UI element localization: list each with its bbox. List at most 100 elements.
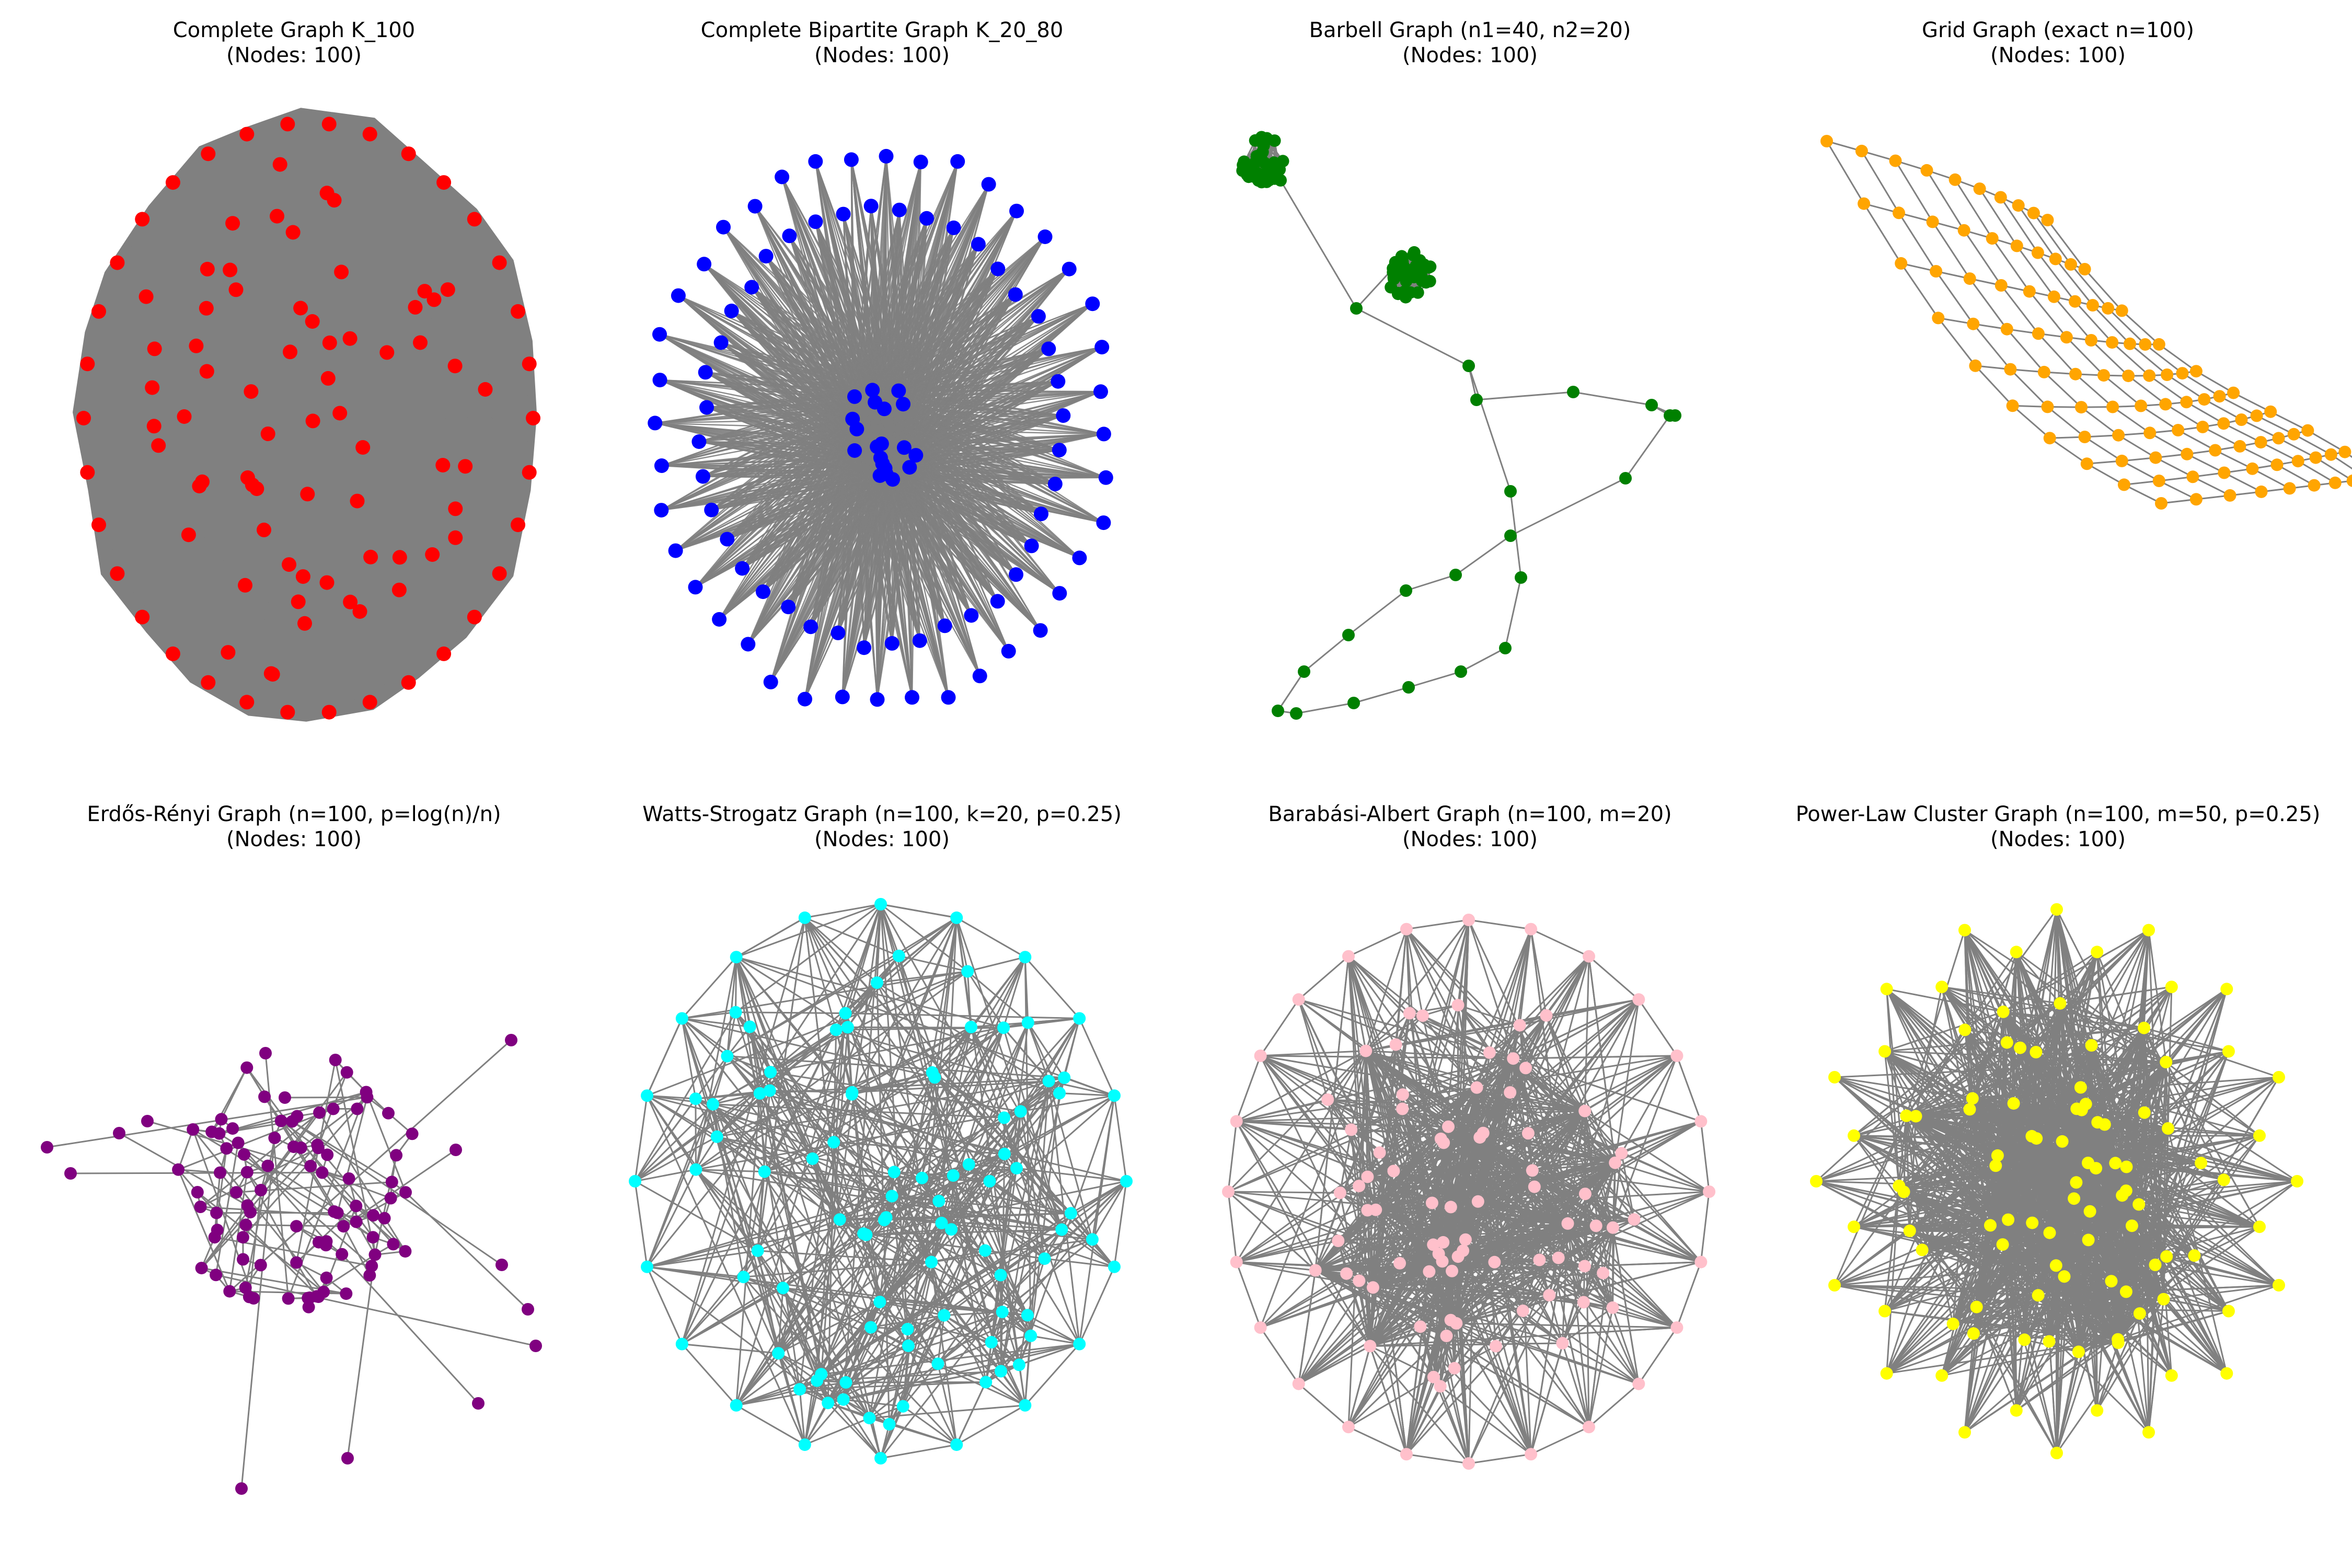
node [302, 1300, 315, 1313]
edge [1236, 1121, 1317, 1271]
node [808, 214, 823, 229]
edge [1048, 1018, 1080, 1082]
edge [1615, 1162, 1710, 1193]
edge [2055, 258, 2094, 306]
node [1051, 374, 1066, 389]
edge [841, 446, 878, 697]
node [730, 1399, 743, 1412]
edge [2204, 398, 2242, 421]
node [2209, 444, 2222, 457]
node [350, 1215, 363, 1228]
node [360, 1086, 373, 1099]
node [2181, 447, 2194, 460]
node [492, 255, 507, 270]
node [1052, 586, 1067, 601]
node [472, 1397, 485, 1410]
node [2078, 263, 2091, 275]
node [1041, 341, 1056, 356]
node [931, 1357, 944, 1370]
edge [843, 1077, 936, 1400]
edge [2118, 434, 2157, 458]
node [426, 292, 442, 307]
edge [1236, 1050, 1366, 1122]
node [274, 1114, 287, 1127]
node [841, 1021, 854, 1034]
node [1086, 1233, 1099, 1246]
edge [681, 1343, 737, 1406]
edge [1078, 1095, 1115, 1344]
edge [735, 956, 1029, 1316]
edge [2033, 212, 2072, 265]
edge [902, 403, 1017, 575]
edge [2086, 463, 2125, 486]
edge [229, 1039, 512, 1292]
edge [681, 1018, 840, 1220]
node [1969, 359, 1982, 372]
edge [1504, 577, 1522, 649]
edge [705, 372, 857, 430]
node [316, 1166, 329, 1179]
edge [240, 1137, 275, 1489]
edge [706, 396, 855, 408]
edge [1356, 307, 1469, 367]
edge [909, 467, 972, 616]
edge [1402, 1094, 1430, 1272]
edge [1078, 1266, 1115, 1345]
edge [937, 1274, 1001, 1365]
graph-drawing-watts-strogatz [629, 898, 1133, 1465]
node [320, 1235, 333, 1248]
node [305, 413, 320, 429]
node [350, 493, 365, 509]
edge [1279, 180, 1357, 309]
edge [854, 244, 979, 397]
panel-watts-strogatz-graph: Watts-Strogatz Graph (n=100, k=20, p=0.2… [588, 784, 1176, 1568]
edge [1460, 647, 1506, 673]
edge [812, 1158, 939, 1364]
edge [854, 396, 998, 602]
node [279, 1091, 291, 1104]
node [135, 609, 150, 625]
node [1413, 254, 1426, 267]
edge [1347, 1051, 1367, 1427]
node [1957, 224, 1970, 237]
edge [804, 429, 858, 699]
edge [2256, 415, 2295, 435]
edge [854, 396, 1106, 478]
panel-title: Barabási-Albert Graph (n=100, m=20) [1268, 802, 1672, 826]
edge [1938, 317, 1976, 366]
edge [1236, 1050, 1367, 1263]
node [1052, 443, 1067, 458]
node [223, 262, 238, 278]
edge [704, 263, 904, 405]
edge [854, 396, 893, 644]
node [641, 1260, 653, 1273]
edge [1002, 1027, 1063, 1230]
node [282, 557, 296, 572]
edge [335, 1059, 376, 1255]
edge [2177, 429, 2216, 451]
node [845, 1088, 858, 1101]
node [1255, 131, 1268, 144]
edge [443, 182, 518, 312]
edge [1531, 1170, 1678, 1329]
node [1009, 567, 1023, 582]
edge [759, 1029, 837, 1094]
node [237, 1253, 249, 1266]
node [707, 1098, 719, 1111]
node [964, 608, 979, 623]
edge [909, 466, 1104, 524]
edge [1355, 268, 1394, 309]
node [334, 264, 349, 280]
edge [695, 1136, 718, 1170]
edge [2066, 337, 2105, 376]
edge [770, 446, 878, 683]
edge [1531, 1055, 1678, 1171]
edge [854, 294, 1016, 397]
node [270, 209, 284, 224]
edge [854, 396, 865, 648]
node [239, 1218, 252, 1231]
edge [661, 446, 878, 467]
node [201, 146, 216, 162]
edge [1113, 1095, 1127, 1182]
edge [2006, 328, 2045, 373]
